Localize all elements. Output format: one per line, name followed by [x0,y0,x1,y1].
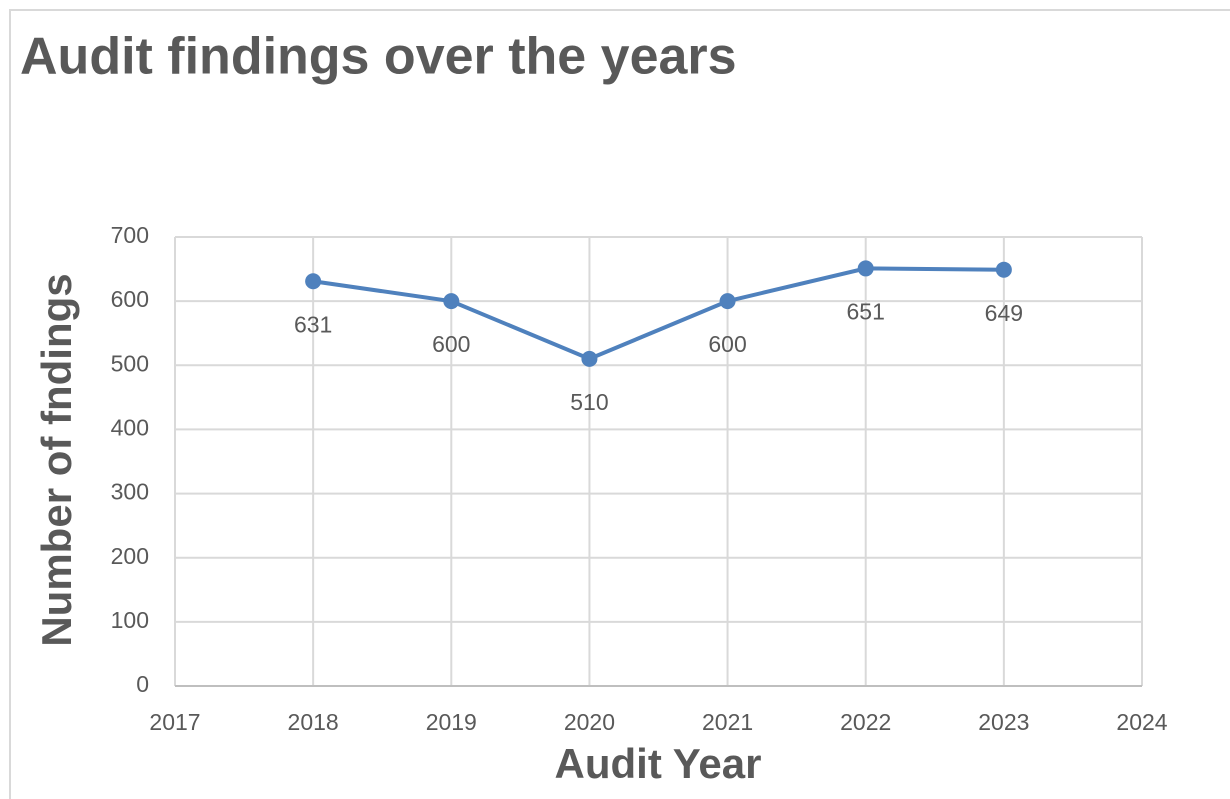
data-label: 600 [432,331,470,357]
chart-border [9,9,1230,799]
x-tick-label: 2017 [149,709,200,735]
y-tick-label: 200 [111,543,149,569]
x-axis-label: Audit Year [555,740,762,787]
data-line [312,266,1004,362]
data-point [443,293,460,310]
y-tick-label: 700 [111,222,149,248]
data-label: 649 [985,300,1023,326]
data-label: 510 [570,389,608,415]
y-axis-label: Number of fndings [33,273,80,646]
x-tick-label: 2021 [702,709,753,735]
y-tick-label: 300 [111,479,149,505]
y-tick-label: 500 [111,350,149,376]
chart-title: Audit findings over the years [20,28,737,86]
data-point [995,261,1012,278]
y-tick-label: 400 [111,415,149,441]
x-tick-label: 2018 [288,709,339,735]
y-tick-label: 0 [136,671,149,697]
y-tick-label: 100 [111,607,149,633]
data-label: 600 [708,331,746,357]
data-label: 631 [294,311,332,337]
data-point [305,273,322,290]
x-tick-label: 2022 [840,709,891,735]
x-tick-label: 2024 [1116,709,1167,735]
data-point [857,260,874,277]
y-tick-label: 600 [111,286,149,312]
data-label: 651 [847,299,885,325]
x-tick-label: 2019 [426,709,477,735]
data-point [719,293,736,310]
x-tick-label: 2020 [564,709,615,735]
x-tick-label: 2023 [978,709,1029,735]
data-point [581,350,598,367]
